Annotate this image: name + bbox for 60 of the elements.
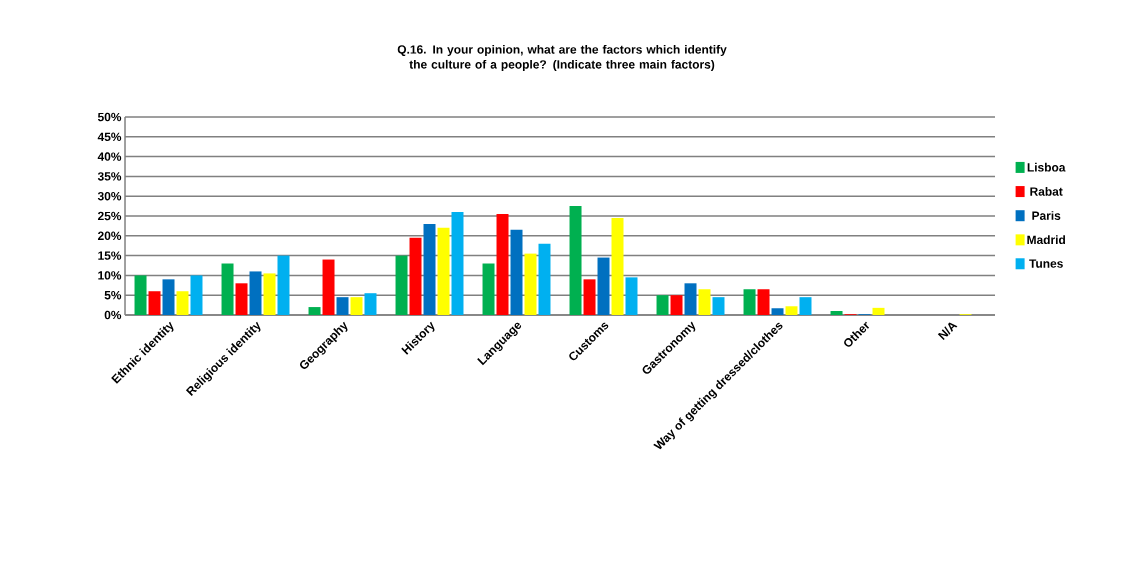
- bar: [712, 297, 725, 315]
- legend-label: Madrid: [1027, 235, 1065, 245]
- bar: [698, 289, 711, 315]
- y-tick-label: 0%: [104, 310, 122, 320]
- bar: [482, 263, 495, 315]
- bar: [670, 295, 683, 315]
- bar: [451, 212, 464, 315]
- bar: [364, 293, 377, 315]
- y-tick-label: 40%: [97, 152, 122, 161]
- y-tick-label: 45%: [97, 132, 122, 141]
- y-tick-label: 25%: [97, 211, 122, 221]
- bar: [872, 307, 885, 315]
- bar: [799, 297, 812, 315]
- y-tick-label: 15%: [98, 251, 122, 260]
- legend-label: Rabat: [1030, 186, 1063, 196]
- legend-label: Paris: [1032, 211, 1061, 220]
- y-tick-label: 20%: [97, 231, 122, 241]
- chart-title: Q.16. In your opinion, what are the factors which identify the culture of a people? (Indicate three main factors): [397, 44, 727, 72]
- y-tick-label: 30%: [97, 191, 122, 201]
- bar: [190, 275, 203, 315]
- x-tick-label: N/A: [937, 322, 958, 341]
- bar: [350, 297, 363, 315]
- legend-label: Lisboa: [1027, 162, 1066, 172]
- bar: [235, 283, 248, 315]
- bar: [569, 206, 582, 315]
- bar: [684, 283, 697, 315]
- y-tick-label: 50%: [97, 112, 122, 122]
- bar: [277, 255, 290, 315]
- bar: [249, 271, 262, 315]
- bar: [830, 311, 843, 315]
- bar: [176, 291, 189, 315]
- bar: [437, 227, 450, 315]
- bar: [743, 289, 756, 315]
- bar: [757, 289, 770, 315]
- bar: [611, 217, 624, 315]
- bar: [263, 273, 276, 315]
- bar: [221, 263, 234, 315]
- y-tick-label: 35%: [97, 172, 122, 181]
- bar: [148, 291, 161, 315]
- y-tick-label: 10%: [98, 271, 122, 280]
- bar: [134, 275, 147, 315]
- bar: [583, 279, 596, 315]
- legend-label: Tunes: [1029, 259, 1063, 268]
- bar: [336, 297, 349, 315]
- bar: [538, 243, 551, 315]
- bar: [395, 255, 408, 315]
- bar: [656, 295, 669, 315]
- bar: [409, 237, 422, 315]
- bar: [496, 214, 509, 315]
- bar: [785, 306, 798, 315]
- bar: [423, 223, 436, 315]
- bar: [322, 259, 335, 315]
- bar: [524, 253, 537, 315]
- bar: [308, 307, 321, 315]
- bar: [771, 308, 784, 315]
- bar: [597, 257, 610, 315]
- y-tick-label: 5%: [104, 290, 122, 300]
- bar: [162, 279, 175, 315]
- bar: [510, 229, 523, 315]
- bar: [625, 277, 638, 315]
